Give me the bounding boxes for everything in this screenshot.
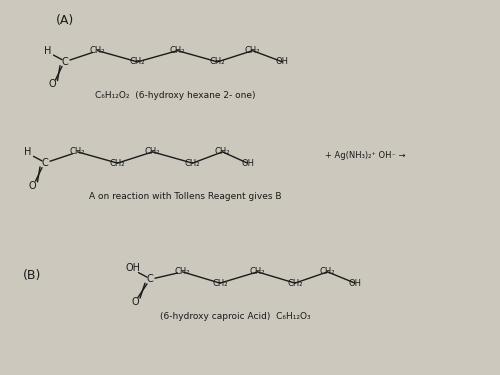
Text: (A): (A)	[56, 14, 74, 27]
Text: CH₂: CH₂	[320, 267, 335, 276]
Text: A on reaction with Tollens Reagent gives B: A on reaction with Tollens Reagent gives…	[89, 192, 281, 201]
Text: H: H	[24, 147, 31, 157]
Text: O: O	[48, 80, 56, 89]
Text: C: C	[146, 274, 154, 284]
Text: CH₂: CH₂	[130, 57, 145, 66]
Text: + Ag(NH₃)₂⁺ OH⁻ →: + Ag(NH₃)₂⁺ OH⁻ →	[325, 151, 406, 160]
Text: CH₂: CH₂	[185, 159, 200, 168]
Text: OH: OH	[241, 159, 254, 168]
Text: CH₂: CH₂	[287, 279, 303, 288]
Text: (6-hydroxy caproic Acid)  C₆H₁₂O₃: (6-hydroxy caproic Acid) C₆H₁₂O₃	[160, 312, 310, 321]
Text: CH₂: CH₂	[90, 46, 105, 55]
Text: CH₂: CH₂	[70, 147, 85, 156]
Text: CH₂: CH₂	[175, 267, 190, 276]
Text: CH₂: CH₂	[212, 279, 228, 288]
Text: C₆H₁₂O₂  (6-hydroxy hexane 2- one): C₆H₁₂O₂ (6-hydroxy hexane 2- one)	[95, 91, 256, 100]
Text: CH₂: CH₂	[170, 46, 185, 55]
Text: OH: OH	[348, 279, 362, 288]
Text: H: H	[44, 46, 51, 56]
Text: O: O	[131, 297, 139, 307]
Text: OH: OH	[125, 263, 140, 273]
Text: CH₂: CH₂	[250, 267, 265, 276]
Text: CH₂: CH₂	[210, 57, 225, 66]
Text: CH₂: CH₂	[110, 159, 125, 168]
Text: C: C	[42, 158, 48, 168]
Text: (B): (B)	[24, 269, 42, 282]
Text: CH₂: CH₂	[215, 147, 230, 156]
Text: C: C	[62, 57, 68, 67]
Text: OH: OH	[276, 57, 289, 66]
Text: CH₂: CH₂	[245, 46, 260, 55]
Text: CH₂: CH₂	[145, 147, 160, 156]
Text: O: O	[28, 181, 36, 190]
